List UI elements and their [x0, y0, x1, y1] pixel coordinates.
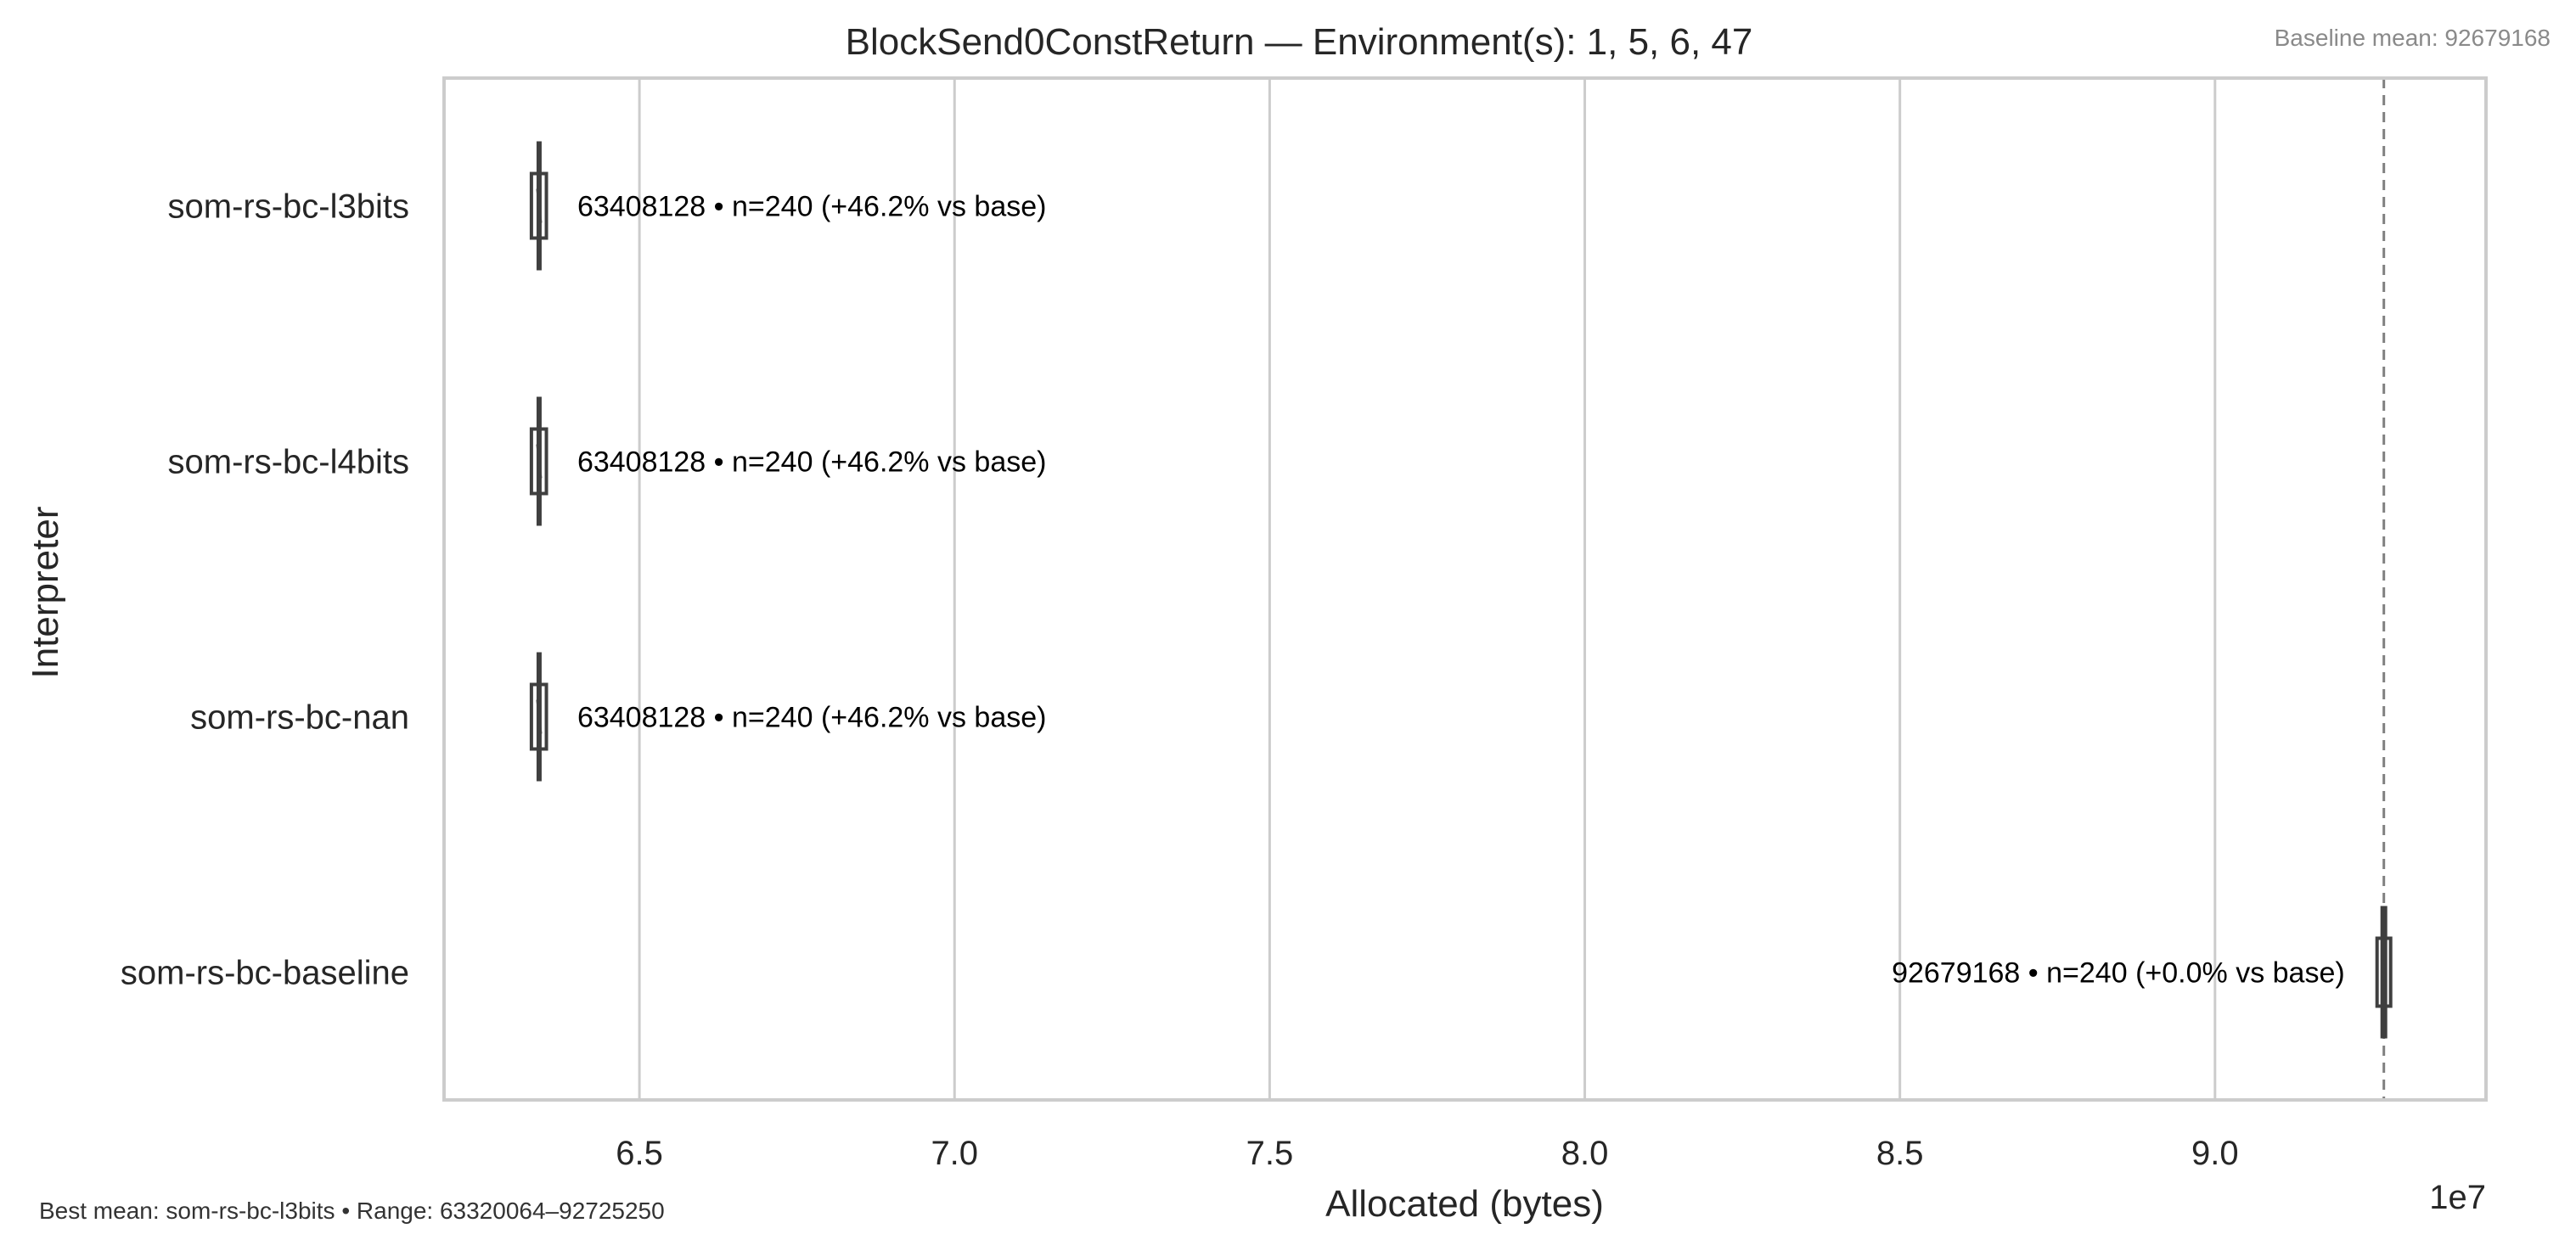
box-body — [2375, 936, 2393, 1008]
value-annotation: 63408128 • n=240 (+46.2% vs base) — [577, 446, 1047, 479]
footer-note: Best mean: som-rs-bc-l3bits • Range: 633… — [39, 1198, 665, 1224]
category-label: som-rs-bc-l3bits — [168, 188, 409, 226]
category-label: som-rs-bc-baseline — [121, 955, 409, 992]
category-labels: som-rs-bc-l3bits som-rs-bc-l4bits som-rs-b… — [121, 188, 409, 992]
box-median — [536, 699, 543, 734]
box-plot: 63408128 • n=240 (+46.2% vs base) — [529, 396, 1047, 526]
value-annotation: 63408128 • n=240 (+46.2% vs base) — [577, 191, 1047, 223]
chart-title: BlockSend0ConstReturn — Environment(s): … — [846, 21, 1753, 63]
x-tick-label: 6.5 — [616, 1135, 663, 1172]
x-tick-label: 9.0 — [2191, 1135, 2239, 1172]
box-body — [529, 171, 548, 240]
x-tick-label: 7.5 — [1246, 1135, 1294, 1172]
box-plot: 92679168 • n=240 (+0.0% vs base) — [1892, 906, 2393, 1039]
box-body — [529, 682, 548, 751]
x-tick-label: 8.5 — [1876, 1135, 1924, 1172]
baseline-mean-note: Baseline mean: 92679168 — [2275, 25, 2551, 51]
value-annotation: 92679168 • n=240 (+0.0% vs base) — [1892, 957, 2345, 990]
x-tick-labels: 6.5 7.0 7.5 8.0 8.5 9.0 — [616, 1135, 2238, 1172]
box-plot: 63408128 • n=240 (+46.2% vs base) — [529, 141, 1047, 271]
box-body — [529, 427, 548, 496]
y-axis-label: Interpreter — [25, 507, 66, 679]
box-median — [2381, 955, 2388, 990]
grid-lines — [638, 78, 2386, 1100]
category-label: som-rs-bc-l4bits — [168, 444, 409, 481]
box-median — [536, 444, 543, 479]
x-axis-label: Allocated (bytes) — [1325, 1183, 1604, 1225]
x-tick-label: 8.0 — [1561, 1135, 1609, 1172]
box-plot: 63408128 • n=240 (+46.2% vs base) — [529, 652, 1047, 782]
category-label: som-rs-bc-nan — [190, 699, 409, 737]
x-tick-label: 7.0 — [931, 1135, 978, 1172]
x-offset-label: 1e7 — [2429, 1179, 2486, 1216]
box-plots: 63408128 • n=240 (+46.2% vs base) 6340812… — [529, 141, 2393, 1039]
value-annotation: 63408128 • n=240 (+46.2% vs base) — [577, 702, 1047, 734]
box-median — [536, 188, 543, 223]
plot-frame — [442, 76, 2488, 1102]
